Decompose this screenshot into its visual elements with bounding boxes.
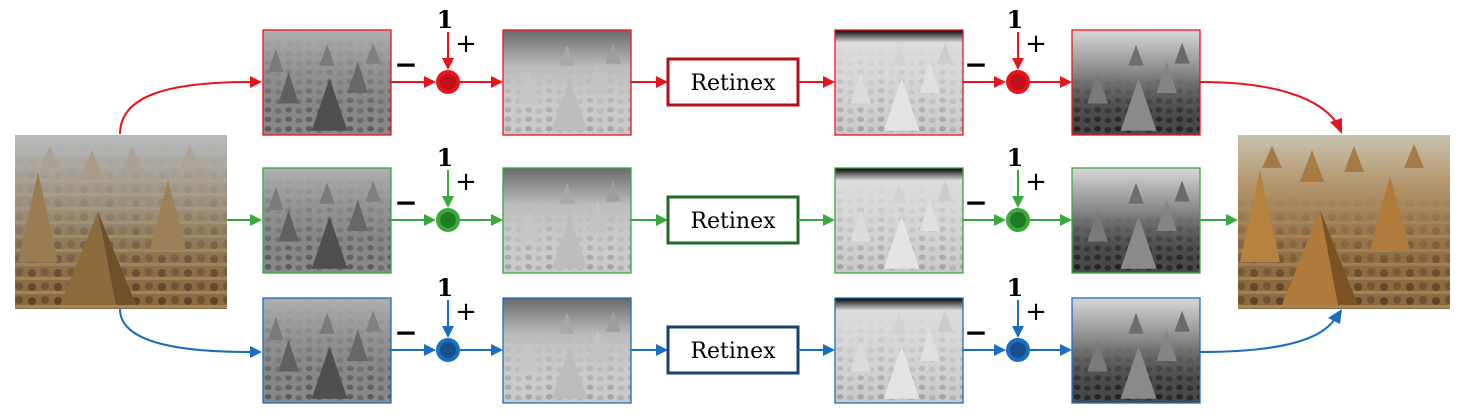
plus-label: +: [455, 167, 477, 197]
retinex-box: [666, 195, 800, 245]
channel-red-image-3: [834, 29, 964, 136]
arrowhead: [1012, 58, 1024, 70]
arrowhead: [656, 76, 668, 88]
arrowhead: [1012, 326, 1024, 338]
channel-red-image-4: [1071, 29, 1201, 136]
channel-row-green: 1+−1+−Retinex: [227, 143, 1238, 274]
constant-one-label: 1: [1007, 5, 1024, 34]
minus-label: −: [394, 316, 417, 349]
channel-blue-image-2: [502, 297, 632, 404]
channel-red-sum-2: 1+ −: [963, 5, 1072, 94]
channel-green-image-1: [262, 167, 392, 274]
channel-blue-sum-1: 1+ −: [391, 273, 503, 362]
channel-blue-sum-2: 1+ −: [963, 273, 1072, 362]
constant-one-label: 1: [437, 143, 454, 172]
plus-label: +: [1025, 29, 1047, 59]
channel-green-image-3: [834, 167, 964, 274]
retinex-label: Retinex: [690, 339, 776, 364]
channel-green-image-2: [502, 167, 632, 274]
minus-label: −: [394, 48, 417, 81]
channel-red-retinex: Retinex: [631, 57, 835, 107]
arrowhead: [1328, 309, 1342, 324]
arrowhead: [491, 76, 503, 88]
edge-output-red: [1199, 81, 1337, 123]
constant-one-label: 1: [437, 273, 454, 302]
arrowhead: [1060, 344, 1072, 356]
channel-green-retinex: Retinex: [631, 195, 835, 245]
retinex-box: [666, 57, 800, 107]
channel-row-blue: 1+−1+−Retinex: [119, 273, 1342, 404]
edge-output-blue: [1199, 319, 1335, 353]
arrowhead: [1330, 118, 1342, 134]
minus-label: −: [394, 186, 417, 219]
arrowhead: [823, 76, 835, 88]
plus-label: +: [1025, 297, 1047, 327]
arrowhead: [491, 214, 503, 226]
retinex-label: Retinex: [690, 209, 776, 234]
channel-blue-image-3: [834, 297, 964, 404]
retinex-label: Retinex: [690, 71, 776, 96]
minus-label: −: [964, 48, 987, 81]
plus-label: +: [1025, 167, 1047, 197]
edge-input-blue: [119, 308, 251, 353]
arrowhead: [1012, 196, 1024, 208]
channel-red-image-1: [262, 29, 392, 136]
input-image: [15, 135, 227, 309]
arrowhead: [250, 214, 262, 226]
channel-green-sum-2: 1+ −: [963, 143, 1072, 232]
minus-label: −: [964, 316, 987, 349]
arrowhead: [994, 214, 1006, 226]
edge-input-red: [119, 81, 251, 135]
arrowhead: [1226, 214, 1238, 226]
arrowhead: [823, 344, 835, 356]
plus-label: +: [455, 297, 477, 327]
arrowhead: [442, 196, 454, 208]
constant-one-label: 1: [1007, 273, 1024, 302]
output-image: [1238, 135, 1450, 309]
minus-label: −: [964, 186, 987, 219]
retinex-box: [666, 325, 800, 375]
arrowhead: [424, 344, 436, 356]
arrowhead: [442, 326, 454, 338]
arrowhead: [442, 58, 454, 70]
channel-blue-image-4: [1071, 297, 1201, 404]
arrowhead: [823, 214, 835, 226]
channel-blue-image-1: [262, 297, 392, 404]
channel-green-image-4: [1071, 167, 1201, 274]
channel-red-image-2: [502, 29, 632, 136]
arrowhead: [656, 344, 668, 356]
arrowhead: [491, 344, 503, 356]
arrowhead: [250, 346, 262, 358]
arrowhead: [656, 214, 668, 226]
arrowhead: [424, 214, 436, 226]
channel-red-sum-1: 1+ −: [391, 5, 503, 94]
constant-one-label: 1: [1007, 143, 1024, 172]
arrowhead: [1060, 76, 1072, 88]
arrowhead: [1060, 214, 1072, 226]
arrowhead: [994, 344, 1006, 356]
constant-one-label: 1: [437, 5, 454, 34]
channel-blue-retinex: Retinex: [631, 325, 835, 375]
channel-row-red: 1+−1+−Retinex: [119, 5, 1342, 136]
arrowhead: [994, 76, 1006, 88]
plus-label: +: [455, 29, 477, 59]
arrowhead: [250, 76, 262, 88]
arrowhead: [424, 76, 436, 88]
channel-green-sum-1: 1+ −: [391, 143, 503, 232]
